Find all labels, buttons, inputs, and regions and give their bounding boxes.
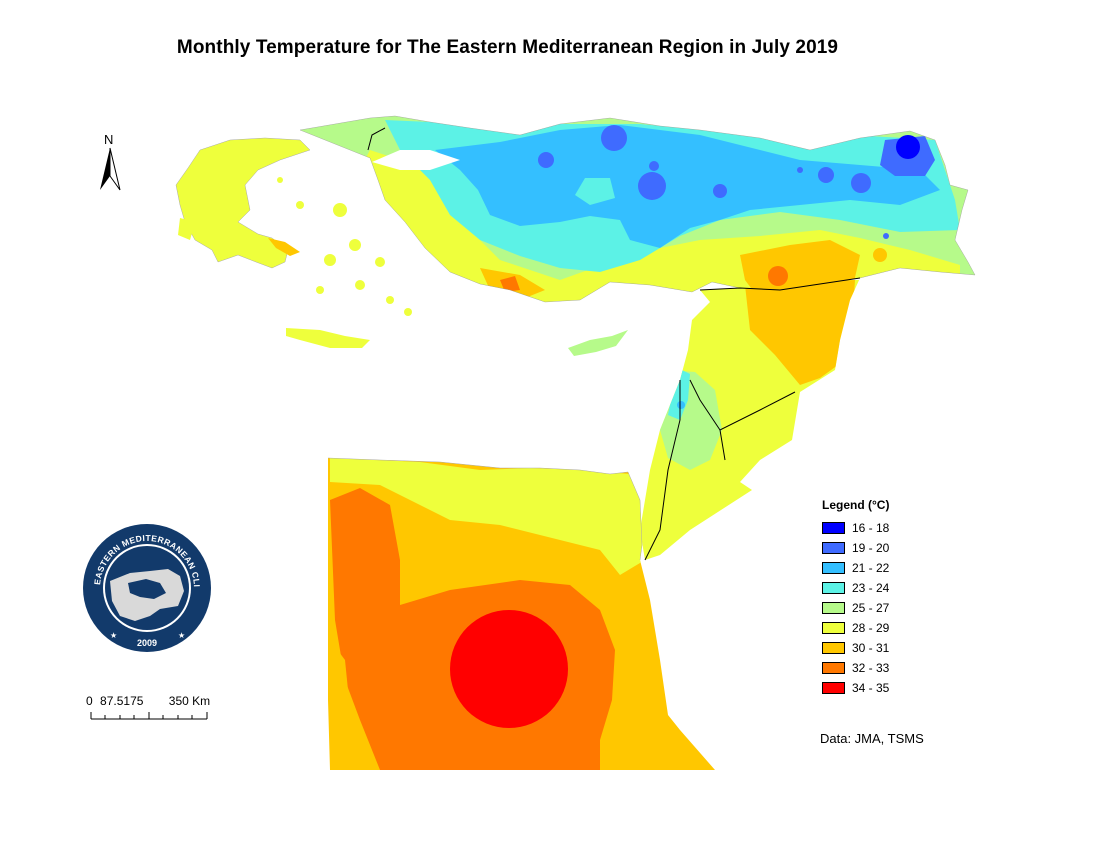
legend-item: 25 - 27: [822, 598, 889, 618]
legend-swatch: [822, 642, 845, 654]
legend-swatch: [822, 682, 845, 694]
north-arrow: N: [98, 132, 128, 194]
legend-label: 30 - 31: [852, 641, 890, 655]
legend-item: 34 - 35: [822, 678, 889, 698]
scale-label-1: 87.5: [100, 694, 124, 708]
scale-label-0: 0: [86, 694, 93, 708]
legend-item: 21 - 22: [822, 558, 889, 578]
emcc-logo-icon: EASTERN MEDITERRANEAN CLIMATE CENTRE 200…: [76, 513, 213, 654]
north-label: N: [104, 132, 114, 147]
legend-label: 23 - 24: [852, 581, 890, 595]
scale-bar-graphic: [90, 712, 208, 720]
turkey-region: [300, 116, 975, 302]
legend-item: 30 - 31: [822, 638, 889, 658]
legend-item: 16 - 18: [822, 518, 889, 538]
scale-bar-labels: 0 87.5175 350 Km: [86, 694, 210, 708]
legend-swatch: [822, 562, 845, 574]
legend-label: 21 - 22: [852, 561, 890, 575]
legend: Legend (°C) 16 - 18 19 - 20 21 - 22 23 - 24…: [822, 498, 889, 698]
legend-label: 32 - 33: [852, 661, 890, 675]
legend-label: 34 - 35: [852, 681, 890, 695]
scale-bar: 0 87.5175 350 Km: [86, 694, 246, 730]
emcc-logo: EASTERN MEDITERRANEAN CLIMATE CENTRE 200…: [76, 513, 214, 655]
legend-item: 23 - 24: [822, 578, 889, 598]
legend-item: 19 - 20: [822, 538, 889, 558]
legend-rows: 16 - 18 19 - 20 21 - 22 23 - 24 25 - 27 28 - …: [822, 518, 889, 698]
legend-item: 32 - 33: [822, 658, 889, 678]
legend-swatch: [822, 582, 845, 594]
scale-label-2: 175: [123, 694, 144, 708]
legend-swatch: [822, 542, 845, 554]
legend-swatch: [822, 602, 845, 614]
crete: [286, 328, 370, 348]
legend-label: 25 - 27: [852, 601, 890, 615]
svg-text:★: ★: [110, 631, 117, 640]
legend-swatch: [822, 522, 845, 534]
legend-label: 19 - 20: [852, 541, 890, 555]
scale-unit: Km: [192, 694, 211, 708]
svg-text:★: ★: [178, 631, 185, 640]
data-source: Data: JMA, TSMS: [820, 731, 924, 746]
cyprus: [568, 330, 628, 356]
legend-label: 28 - 29: [852, 621, 890, 635]
logo-year: 2009: [137, 638, 157, 648]
legend-label: 16 - 18: [852, 521, 890, 535]
legend-title: Legend (°C): [822, 498, 890, 512]
greece-region: [175, 137, 412, 348]
legend-swatch: [822, 662, 845, 674]
north-arrow-icon: [100, 147, 121, 191]
map-title: Monthly Temperature for The Eastern Medi…: [176, 37, 839, 58]
legend-swatch: [822, 622, 845, 634]
legend-item: 28 - 29: [822, 618, 889, 638]
scale-label-3: 350: [168, 694, 189, 708]
